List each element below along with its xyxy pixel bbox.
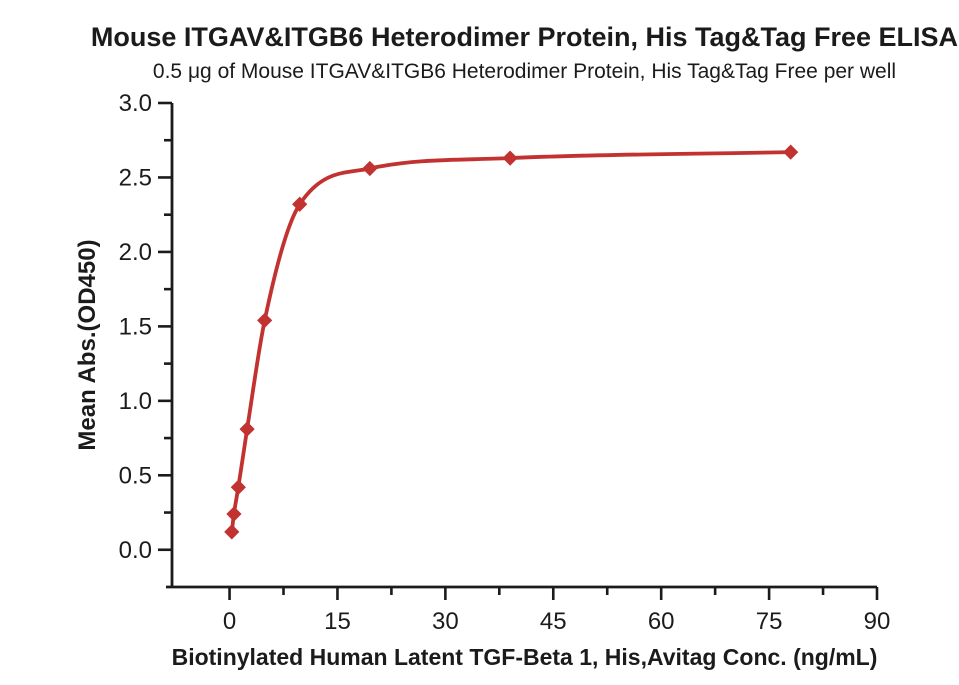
- y-tick-label: 0.0: [119, 537, 152, 564]
- x-tick-label: 75: [756, 608, 783, 635]
- x-tick-label: 60: [648, 608, 675, 635]
- data-point-marker: [226, 506, 242, 522]
- data-point-marker: [783, 144, 799, 160]
- y-axis-title: Mean Abs.(OD450): [74, 239, 101, 451]
- data-point-marker: [230, 479, 246, 495]
- data-point-marker: [292, 196, 308, 212]
- x-tick-label: 30: [432, 608, 459, 635]
- data-point-marker: [502, 150, 518, 166]
- y-tick-label: 2.5: [119, 164, 152, 191]
- x-tick-label: 0: [223, 608, 236, 635]
- x-tick-label: 90: [864, 608, 891, 635]
- y-tick-label: 1.5: [119, 313, 152, 340]
- y-tick-label: 2.0: [119, 239, 152, 266]
- x-tick-label: 15: [324, 608, 351, 635]
- chart-subtitle: 0.5 μg of Mouse ITGAV&ITGB6 Heterodimer …: [152, 60, 897, 83]
- data-point-marker: [362, 160, 378, 177]
- axes: 0.0 0.5 1.0 1.5 2.0 2.5 3.0 0 15 30 45 60 75 90: [119, 90, 891, 635]
- data-point-marker: [224, 524, 240, 540]
- x-tick-label: 45: [540, 608, 567, 635]
- y-tick-label: 1.0: [119, 388, 152, 415]
- data-point-marker: [257, 312, 273, 329]
- fit-curve: [229, 150, 793, 534]
- y-tick-label: 0.5: [119, 462, 152, 489]
- y-tick-label: 3.0: [119, 90, 152, 117]
- data-point-marker: [239, 421, 255, 437]
- x-axis-title: Biotinylated Human Latent TGF-Beta 1, Hi…: [171, 644, 878, 670]
- chart-title: Mouse ITGAV&ITGB6 Heterodimer Protein, H…: [90, 22, 959, 52]
